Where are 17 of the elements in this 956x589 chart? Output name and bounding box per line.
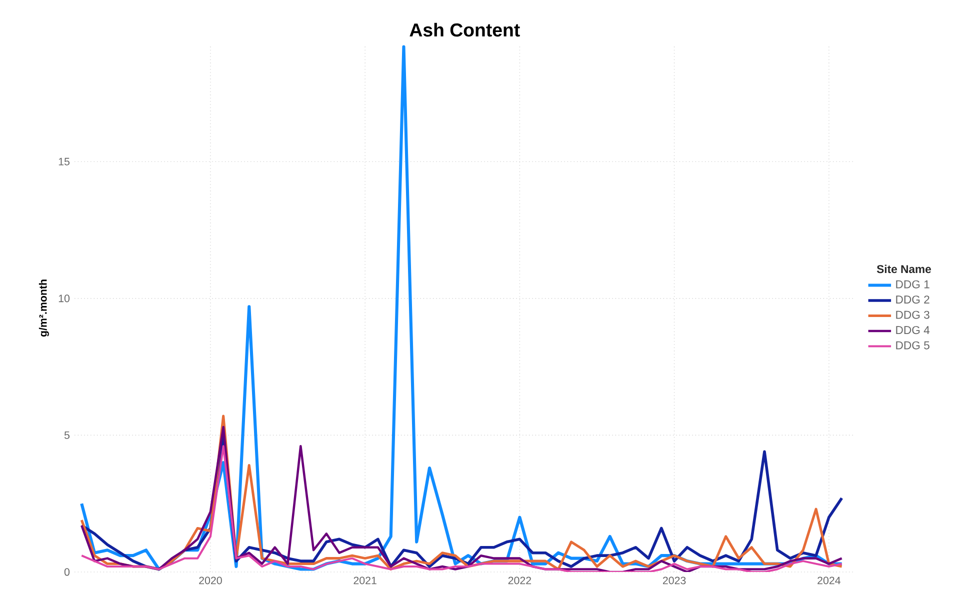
x-tick-label: 2023	[662, 576, 686, 584]
y-tick-label: 5	[64, 431, 70, 439]
x-tick-label: 2024	[818, 576, 840, 584]
y-tick-label: 0	[64, 568, 70, 576]
x-tick-label: 2022	[508, 576, 532, 584]
legend-label: DDG 1	[896, 280, 930, 288]
x-tick-label: 2020	[199, 576, 222, 584]
legend-title: Site Name	[876, 264, 931, 274]
x-tick-label: 2021	[354, 576, 376, 584]
chart-title: Ash Content	[410, 22, 520, 37]
legend-label: DDG 4	[896, 326, 930, 334]
y-tick-label: 15	[58, 158, 70, 166]
legend-label: DDG 2	[896, 296, 930, 304]
y-tick-label: 10	[58, 294, 70, 302]
legend-label: DDG 5	[896, 341, 930, 350]
legend-label: DDG 3	[896, 310, 930, 319]
y-axis-title: g/m².month	[38, 280, 49, 337]
